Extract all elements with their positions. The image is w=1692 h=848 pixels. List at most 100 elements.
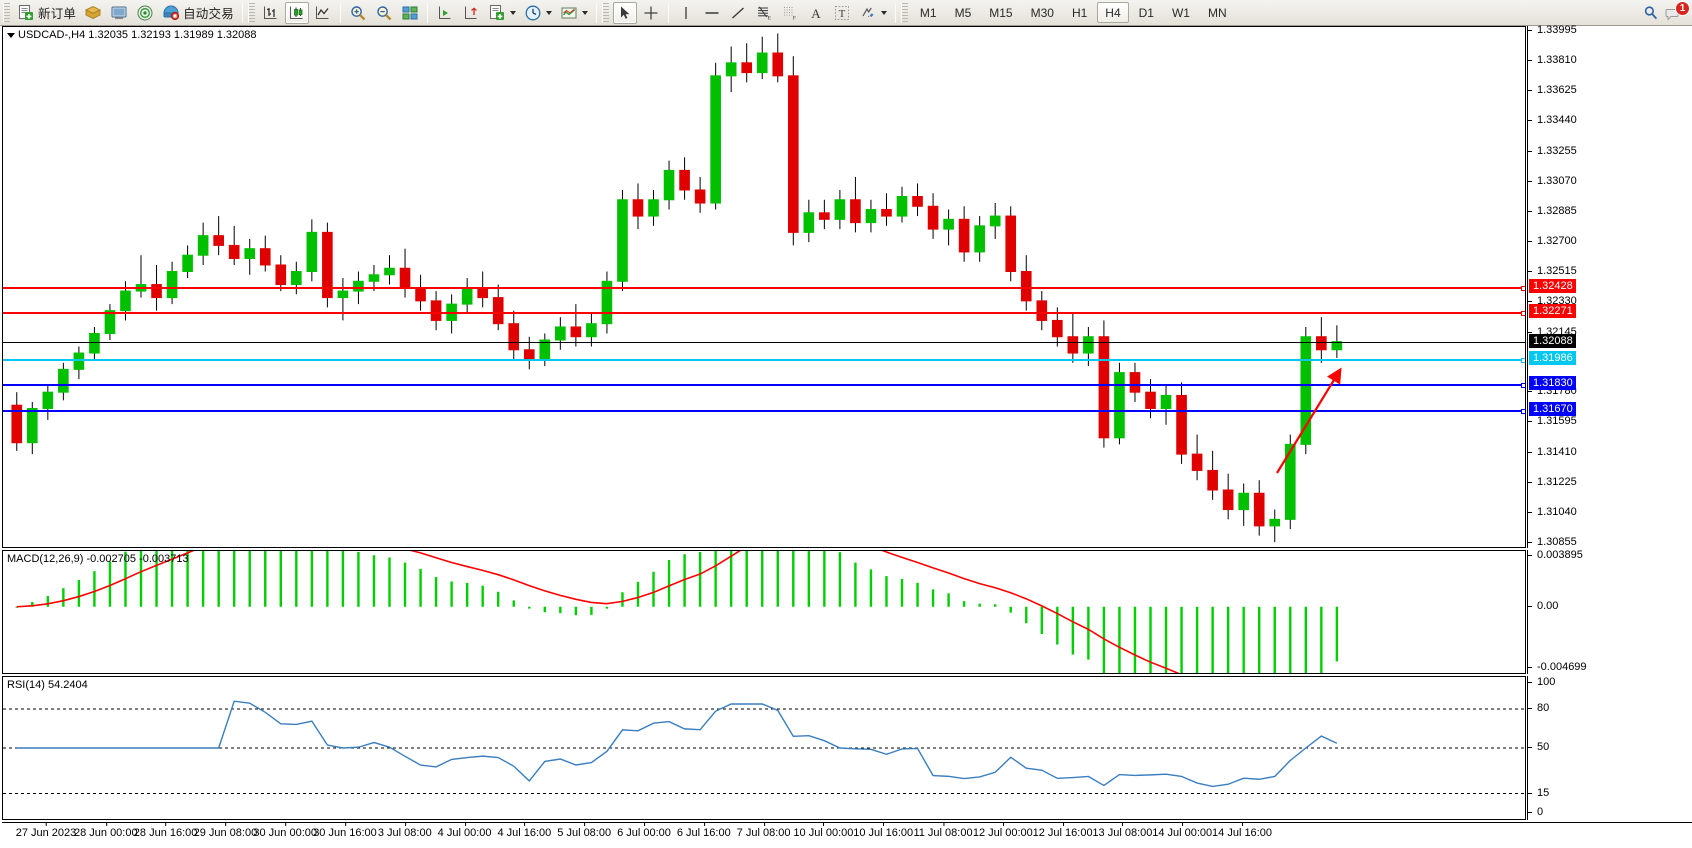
candle-body — [570, 326, 582, 338]
candle-body — [881, 209, 892, 217]
price-line-handle[interactable] — [1521, 285, 1525, 291]
shift-end-button[interactable] — [433, 2, 457, 24]
toolbar-grip-3[interactable] — [601, 2, 609, 23]
timeframe-h4[interactable]: H4 — [1097, 2, 1129, 23]
timeframe-d1[interactable]: D1 — [1138, 5, 1154, 20]
text-button[interactable]: A — [804, 2, 828, 24]
auto-trading-icon — [163, 5, 180, 20]
up-arrow-annotation[interactable] — [1265, 365, 1385, 485]
time-tick-label: 4 Jul 16:00 — [497, 822, 552, 839]
line-chart-icon — [315, 6, 329, 19]
macd-tick: 0.003895 — [1528, 549, 1583, 561]
zoom-in-button[interactable] — [346, 2, 370, 24]
notification-button[interactable]: 1 — [1664, 0, 1690, 24]
search-button[interactable] — [1639, 2, 1663, 24]
equidistant-channel-button[interactable]: F — [778, 2, 802, 24]
toolbar-grip-2[interactable] — [247, 2, 255, 23]
price-line-handle[interactable] — [1521, 357, 1525, 363]
timeframe-m1[interactable]: M1 — [919, 5, 937, 20]
price-label-level[interactable]: 1.31986 — [1529, 350, 1576, 365]
chevron-down-icon-4[interactable] — [880, 10, 887, 15]
time-tick-label: 11 Jul 08:00 — [913, 822, 973, 839]
auto-trading-button[interactable]: 自动交易 — [159, 2, 237, 24]
crosshair-button[interactable] — [639, 2, 663, 24]
price-line-resistance[interactable] — [3, 285, 1525, 291]
candle-body — [1129, 372, 1141, 393]
fibonacci-button[interactable]: E — [752, 2, 776, 24]
timeframe-m5[interactable]: M5 — [954, 5, 972, 20]
new-order-button[interactable]: 新订单 — [14, 2, 79, 24]
macd-histogram-bar — [139, 551, 143, 607]
candle-body — [679, 169, 690, 191]
price-label-current-price[interactable]: 1.32088 — [1529, 333, 1576, 348]
price-line-support[interactable] — [3, 409, 1525, 415]
candlestick-chart-button[interactable] — [284, 1, 309, 24]
macd-histogram-bar — [434, 577, 438, 607]
bar-chart-button[interactable] — [259, 2, 283, 24]
toolbar-grip[interactable] — [3, 2, 10, 23]
price-line-handle[interactable] — [1521, 311, 1525, 317]
profile-button[interactable] — [81, 2, 105, 24]
price-label-support[interactable]: 1.31670 — [1529, 402, 1576, 417]
macd-axis[interactable]: 0.003895 0.00 -0.004699 — [1527, 549, 1692, 674]
macd-histogram-bar — [559, 606, 562, 614]
timeframe-mn[interactable]: MN — [1207, 5, 1227, 20]
price-label-resistance[interactable]: 1.32271 — [1529, 304, 1576, 319]
macd-histogram-bar — [93, 571, 96, 607]
price-line-level[interactable] — [3, 357, 1525, 363]
price-tick: 1.31040 — [1528, 506, 1577, 518]
terminal-button[interactable] — [107, 2, 131, 24]
macd-histogram-bar — [1040, 606, 1043, 635]
candle-body — [912, 196, 923, 207]
candle-body — [1207, 469, 1218, 491]
zoom-out-button[interactable] — [372, 2, 396, 24]
vertical-line-button[interactable] — [674, 2, 698, 24]
price-tick: 1.31225 — [1528, 476, 1577, 488]
period-button[interactable] — [521, 2, 555, 24]
price-line-handle[interactable] — [1521, 383, 1525, 389]
timeframe-m15[interactable]: M15 — [989, 5, 1013, 20]
rsi-axis[interactable]: 100 80 50 15 0 — [1527, 676, 1692, 820]
toolbar-grip-4[interactable] — [900, 2, 908, 23]
timeframe-h1[interactable]: H1 — [1071, 5, 1088, 20]
timeframe-m30[interactable]: M30 — [1030, 5, 1054, 20]
price-line-current-price[interactable] — [3, 341, 1525, 343]
candle-body — [213, 235, 224, 246]
templates-button[interactable] — [557, 2, 591, 24]
horizontal-line-button[interactable] — [700, 2, 724, 24]
price-line-resistance[interactable] — [3, 311, 1525, 317]
chevron-down-icon[interactable] — [509, 10, 516, 15]
signals-button[interactable] — [133, 2, 157, 24]
rsi-pane[interactable]: RSI(14) 54.2404 — [2, 676, 1526, 820]
price-pane[interactable]: USDCAD-,H4 1.32035 1.32193 1.31989 1.320… — [2, 26, 1526, 548]
candle-body — [725, 62, 737, 77]
macd-histogram-bar — [621, 592, 624, 607]
price-axis[interactable]: 1.33995 1.33810 1.33625 1.33440 1.33255 1.330… — [1527, 24, 1692, 548]
price-line-handle[interactable] — [1521, 409, 1525, 415]
macd-histogram-bar — [357, 551, 360, 607]
chevron-down-icon-3[interactable] — [581, 10, 588, 15]
cursor-button[interactable] — [612, 1, 637, 24]
price-label-support[interactable]: 1.31830 — [1529, 376, 1576, 391]
chart-container[interactable]: USDCAD-,H4 1.32035 1.32193 1.31989 1.320… — [0, 24, 1692, 848]
text-label-button[interactable]: T — [830, 2, 854, 24]
candle-body — [151, 284, 162, 299]
signals-icon — [137, 5, 153, 20]
price-tick: 1.33255 — [1528, 145, 1577, 157]
collapse-triangle-icon[interactable] — [7, 32, 15, 38]
time-axis[interactable]: 27 Jun 2023 28 Jun 00:00 28 Jun 16:00 29 Ju… — [2, 822, 1692, 848]
tile-windows-button[interactable] — [398, 2, 422, 24]
macd-pane[interactable]: MACD(12,26,9) -0.002705 -0.003713 — [2, 550, 1526, 674]
macd-histogram-bar — [1180, 606, 1183, 673]
price-line-support[interactable] — [3, 383, 1525, 389]
chart-shift-button[interactable] — [459, 2, 483, 24]
trendline-button[interactable] — [726, 2, 750, 24]
macd-histogram-bar — [931, 589, 935, 607]
timeframe-w1[interactable]: W1 — [1171, 5, 1190, 20]
terminal-icon — [111, 6, 127, 19]
drawings-button[interactable] — [856, 2, 890, 24]
indicators-button[interactable] — [485, 2, 519, 24]
chevron-down-icon-2[interactable] — [545, 10, 552, 15]
price-label-resistance[interactable]: 1.32428 — [1529, 278, 1576, 293]
line-chart-button[interactable] — [311, 2, 335, 24]
